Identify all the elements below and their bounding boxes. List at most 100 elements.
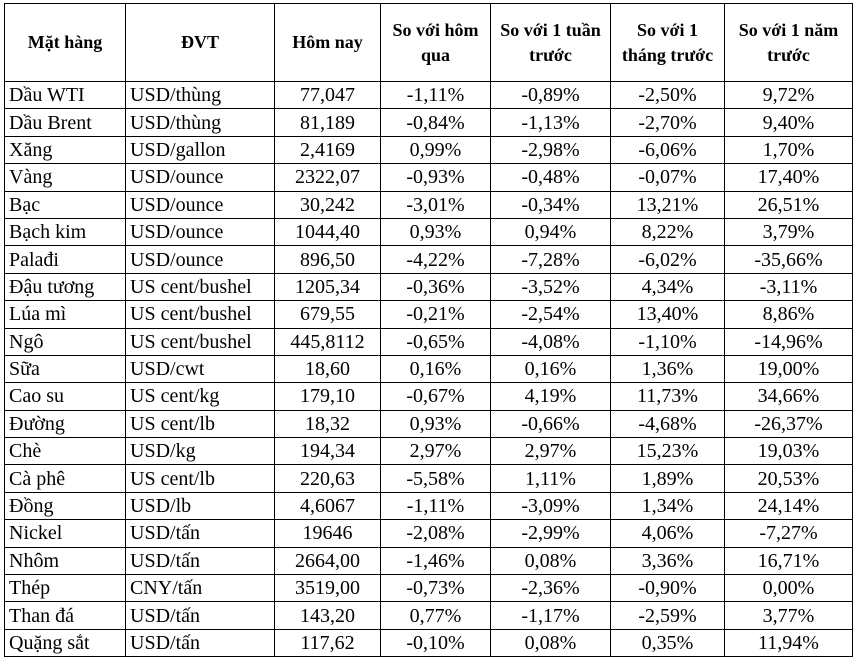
table-row: Nickel USD/tấn 19646 -2,08% -2,99% 4,06% -7,27… — [4, 519, 853, 548]
change-vs-month: -6,06% — [610, 135, 725, 165]
price-today: 220,63 — [274, 464, 381, 493]
change-vs-yesterday: -0,67% — [380, 382, 491, 411]
header-vs-year: So với 1 năm trước — [724, 3, 853, 82]
price-today: 18,60 — [274, 354, 381, 384]
change-vs-week: -3,52% — [490, 272, 611, 302]
change-vs-month: 0,35% — [610, 628, 725, 658]
unit-cell: USD/ounce — [125, 190, 275, 219]
commodity-name: Dầu WTI — [4, 80, 126, 110]
change-vs-year: 16,71% — [724, 546, 853, 576]
change-vs-week: -3,09% — [490, 491, 611, 521]
price-today: 896,50 — [274, 245, 381, 274]
change-vs-year: 26,51% — [724, 190, 853, 219]
change-vs-month: -6,02% — [610, 245, 725, 274]
price-today: 2,4169 — [274, 135, 381, 165]
price-today: 19646 — [274, 519, 381, 548]
table-row: Thép CNY/tấn 3519,00 -0,73% -2,36% -0,90% 0,00… — [4, 574, 853, 603]
commodity-name: Lúa mì — [4, 300, 126, 329]
change-vs-month: -0,90% — [610, 574, 725, 603]
table-row: Than đá USD/tấn 143,20 0,77% -1,17% -2,59% 3,7… — [4, 601, 853, 630]
price-today: 143,20 — [274, 601, 381, 630]
change-vs-year: 8,86% — [724, 300, 853, 329]
change-vs-month: 3,36% — [610, 546, 725, 576]
unit-cell: USD/tấn — [125, 628, 275, 658]
commodity-price-table: Mặt hàng ĐVT Hôm nay So với hôm qua So với 1… — [4, 3, 853, 658]
change-vs-yesterday: -0,36% — [380, 272, 491, 302]
commodity-name: Ngô — [4, 327, 126, 356]
price-today: 194,34 — [274, 437, 381, 466]
table-row: Palađi USD/ounce 896,50 -4,22% -7,28% -6,02% -… — [4, 245, 853, 274]
change-vs-month: -0,07% — [610, 163, 725, 192]
change-vs-month: 15,23% — [610, 437, 725, 466]
commodity-name: Than đá — [4, 601, 126, 630]
unit-cell: USD/gallon — [125, 135, 275, 165]
price-today: 1205,34 — [274, 272, 381, 302]
change-vs-year: 0,00% — [724, 574, 853, 603]
change-vs-week: -1,17% — [490, 601, 611, 630]
change-vs-yesterday: 0,99% — [380, 135, 491, 165]
change-vs-yesterday: -0,84% — [380, 108, 491, 137]
change-vs-year: 11,94% — [724, 628, 853, 658]
change-vs-week: 0,08% — [490, 546, 611, 576]
commodity-name: Nickel — [4, 519, 126, 548]
change-vs-week: -0,89% — [490, 80, 611, 110]
change-vs-yesterday: -0,65% — [380, 327, 491, 356]
change-vs-month: -2,70% — [610, 108, 725, 137]
price-today: 77,047 — [274, 80, 381, 110]
change-vs-yesterday: 0,93% — [380, 409, 491, 439]
table-row: Bạc USD/ounce 30,242 -3,01% -0,34% 13,21% 26,5… — [4, 190, 853, 219]
commodity-name: Đồng — [4, 491, 126, 521]
unit-cell: USD/thùng — [125, 80, 275, 110]
change-vs-month: 13,40% — [610, 300, 725, 329]
change-vs-week: -7,28% — [490, 245, 611, 274]
change-vs-yesterday: -2,08% — [380, 519, 491, 548]
unit-cell: USD/cwt — [125, 354, 275, 384]
unit-cell: US cent/bushel — [125, 272, 275, 302]
table-row: Đậu tương US cent/bushel 1205,34 -0,36% -3,5… — [4, 272, 853, 302]
change-vs-yesterday: -3,01% — [380, 190, 491, 219]
change-vs-month: 4,34% — [610, 272, 725, 302]
table-header: Mặt hàng ĐVT Hôm nay So với hôm qua So với 1… — [4, 3, 853, 82]
change-vs-year: 17,40% — [724, 163, 853, 192]
change-vs-week: -0,34% — [490, 190, 611, 219]
change-vs-month: -1,10% — [610, 327, 725, 356]
change-vs-week: -2,99% — [490, 519, 611, 548]
change-vs-year: 20,53% — [724, 464, 853, 493]
change-vs-week: 1,11% — [490, 464, 611, 493]
unit-cell: USD/tấn — [125, 546, 275, 576]
price-today: 679,55 — [274, 300, 381, 329]
change-vs-month: 4,06% — [610, 519, 725, 548]
commodity-name: Vàng — [4, 163, 126, 192]
price-today: 18,32 — [274, 409, 381, 439]
table-row: Đường US cent/lb 18,32 0,93% -0,66% -4,68% -26… — [4, 409, 853, 439]
unit-cell: USD/lb — [125, 491, 275, 521]
change-vs-yesterday: -0,73% — [380, 574, 491, 603]
price-today: 1044,40 — [274, 217, 381, 247]
price-today: 445,8112 — [274, 327, 381, 356]
change-vs-yesterday: -0,10% — [380, 628, 491, 658]
change-vs-yesterday: 2,97% — [380, 437, 491, 466]
change-vs-year: 1,70% — [724, 135, 853, 165]
change-vs-yesterday: -1,46% — [380, 546, 491, 576]
commodity-name: Nhôm — [4, 546, 126, 576]
commodity-name: Đậu tương — [4, 272, 126, 302]
change-vs-yesterday: -1,11% — [380, 80, 491, 110]
change-vs-yesterday: 0,16% — [380, 354, 491, 384]
commodity-name: Xăng — [4, 135, 126, 165]
commodity-name: Cà phê — [4, 464, 126, 493]
change-vs-week: -0,66% — [490, 409, 611, 439]
unit-cell: USD/ounce — [125, 245, 275, 274]
change-vs-yesterday: 0,93% — [380, 217, 491, 247]
price-today: 179,10 — [274, 382, 381, 411]
table-row: Bạch kim USD/ounce 1044,40 0,93% 0,94% 8,22% 3… — [4, 217, 853, 247]
change-vs-month: 8,22% — [610, 217, 725, 247]
header-unit: ĐVT — [125, 3, 275, 82]
unit-cell: USD/kg — [125, 437, 275, 466]
header-vs-week: So với 1 tuần trước — [490, 3, 611, 82]
change-vs-yesterday: 0,77% — [380, 601, 491, 630]
price-today: 117,62 — [274, 628, 381, 658]
change-vs-year: -3,11% — [724, 272, 853, 302]
change-vs-year: -35,66% — [724, 245, 853, 274]
commodity-name: Bạc — [4, 190, 126, 219]
